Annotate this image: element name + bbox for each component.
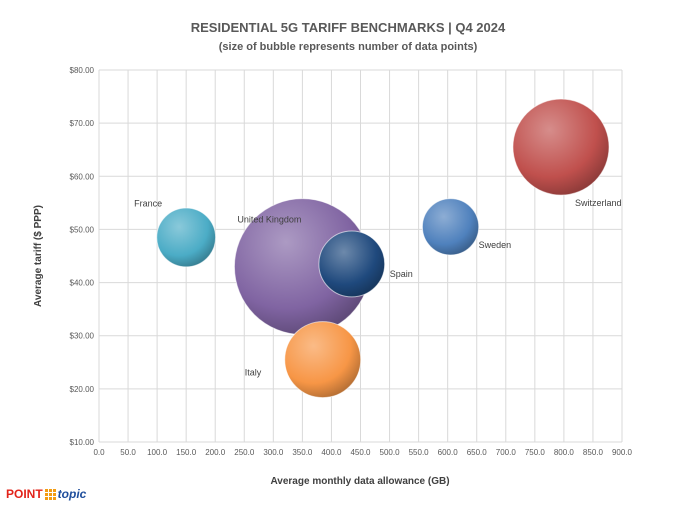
y-tick-label: $10.00 bbox=[70, 438, 95, 447]
y-tick-label: $80.00 bbox=[70, 66, 95, 75]
x-tick-label: 900.0 bbox=[612, 448, 633, 457]
y-tick-label: $60.00 bbox=[70, 172, 95, 181]
point-topic-logo: POINT topic bbox=[6, 486, 86, 502]
x-tick-label: 600.0 bbox=[438, 448, 459, 457]
x-tick-label: 0.0 bbox=[93, 448, 105, 457]
x-tick-label: 500.0 bbox=[380, 448, 401, 457]
bubble-label-france: France bbox=[134, 198, 162, 208]
y-tick-label: $70.00 bbox=[70, 119, 95, 128]
bubble-switzerland bbox=[512, 98, 610, 196]
chart-subtitle: (size of bubble represents number of dat… bbox=[219, 41, 478, 53]
bubble-spain bbox=[318, 230, 386, 298]
x-tick-label: 150.0 bbox=[176, 448, 197, 457]
x-tick-label: 50.0 bbox=[120, 448, 136, 457]
x-axis-ticks: 0.0 50.0 100.0 150.0 200.0 250.0 300.0 350.0 400… bbox=[93, 448, 632, 457]
logo-text-topic: topic bbox=[57, 487, 87, 501]
x-tick-label: 450.0 bbox=[350, 448, 371, 457]
grid-lines bbox=[98, 69, 623, 443]
y-tick-label: $20.00 bbox=[70, 385, 95, 394]
chart-title: RESIDENTIAL 5G TARIFF BENCHMARKS | Q4 20… bbox=[191, 20, 506, 35]
y-tick-label: $30.00 bbox=[70, 332, 95, 341]
x-tick-label: 200.0 bbox=[205, 448, 226, 457]
y-axis-label: Average tariff ($ PPP) bbox=[33, 205, 44, 307]
x-tick-label: 300.0 bbox=[263, 448, 284, 457]
y-tick-label: $40.00 bbox=[70, 279, 95, 288]
x-tick-label: 850.0 bbox=[583, 448, 604, 457]
x-tick-label: 750.0 bbox=[525, 448, 546, 457]
bubble-sweden bbox=[421, 198, 480, 256]
bubble-label-sweden: Sweden bbox=[479, 240, 512, 250]
bubble-label-united-kingdom: United Kingdom bbox=[237, 215, 301, 225]
x-tick-label: 800.0 bbox=[554, 448, 575, 457]
bubble-label-spain: Spain bbox=[390, 269, 413, 279]
bubble-france bbox=[156, 207, 217, 268]
bubble-label-italy: Italy bbox=[245, 368, 262, 378]
x-tick-label: 100.0 bbox=[147, 448, 168, 457]
x-axis-label: Average monthly data allowance (GB) bbox=[270, 476, 449, 487]
bubbles bbox=[156, 98, 610, 399]
bubble-italy bbox=[284, 321, 362, 399]
x-tick-label: 650.0 bbox=[467, 448, 488, 457]
x-tick-label: 350.0 bbox=[292, 448, 313, 457]
logo-text-point: POINT bbox=[6, 487, 43, 501]
y-axis-ticks: $10.00 $20.00 $30.00 $40.00 $50.00 $60.00 $70.… bbox=[70, 66, 95, 447]
x-tick-label: 700.0 bbox=[496, 448, 517, 457]
y-tick-label: $50.00 bbox=[70, 225, 95, 234]
x-tick-label: 550.0 bbox=[409, 448, 430, 457]
x-tick-label: 400.0 bbox=[321, 448, 342, 457]
bubble-labels: United Kingdom Switzerland Italy Spain Franc… bbox=[134, 198, 621, 378]
logo-grid-icon bbox=[44, 488, 56, 500]
x-tick-label: 250.0 bbox=[234, 448, 255, 457]
bubble-label-switzerland: Switzerland bbox=[575, 198, 622, 208]
